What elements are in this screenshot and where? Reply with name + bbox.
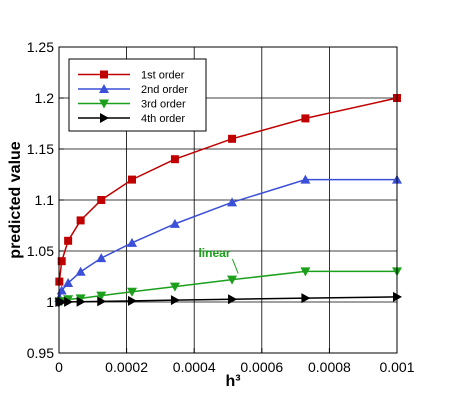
series-1-point-4 (96, 253, 107, 263)
x-tick-label-3: 0.0006 (240, 359, 283, 375)
annotation-label: linear (198, 246, 230, 260)
series-2-point-8 (300, 267, 311, 277)
series-0-point-8 (301, 114, 310, 123)
legend-marker-2 (99, 99, 109, 109)
x-tick-label-4: 0.0008 (308, 359, 351, 375)
series-1-point-2 (63, 278, 74, 288)
axis-ticks: 0 0.0002 0.0004 0.0006 0.0008 0.001 0.95 1 1.05 1… (27, 39, 415, 375)
series-line-0 (58, 97, 398, 282)
series-0-point-1 (57, 257, 66, 266)
series-1-point-8 (300, 174, 311, 184)
x-axis-label: h³ (225, 373, 240, 390)
y-tick-label-6: 1.25 (27, 39, 54, 55)
annotation-leader (232, 258, 239, 274)
series-3-point-8 (301, 293, 311, 304)
y-tick-label-2: 1.05 (27, 243, 54, 259)
legend-box (68, 58, 207, 132)
series-2-point-3 (75, 294, 86, 304)
series-2-point-7 (227, 275, 238, 285)
series-3 (55, 291, 402, 307)
legend-label-0: 1st order (141, 70, 185, 82)
series-1-point-6 (169, 218, 180, 228)
legend-marker-1 (99, 84, 109, 93)
series-3-point-5 (128, 295, 138, 306)
x-tick-label-0: 0 (55, 359, 63, 375)
x-tick-label-5: 0.001 (379, 359, 414, 375)
annotation-group: linear (198, 246, 239, 274)
series-0-point-6 (170, 155, 179, 164)
legend-marker-0 (100, 70, 108, 79)
y-tick-label-1: 1 (46, 294, 54, 310)
series-1-point-7 (227, 197, 238, 207)
series-2-point-5 (127, 287, 138, 297)
series-0-point-7 (228, 134, 237, 143)
series-0-point-4 (97, 196, 106, 204)
y-axis-label: predicted value (7, 141, 24, 258)
series-3-point-7 (228, 294, 238, 305)
series-3-point-2 (64, 296, 74, 307)
series-1-point-3 (75, 266, 86, 276)
legend-label-2: 3rd order (141, 99, 186, 111)
series-0-point-5 (128, 175, 137, 184)
y-tick-label-3: 1.1 (35, 192, 55, 208)
series-3-point-6 (170, 295, 180, 306)
y-tick-label-0: 0.95 (27, 345, 54, 361)
series-2-point-6 (169, 282, 180, 292)
x-tick-label-2: 0.0004 (173, 359, 216, 375)
legend: 1st order 2nd order 3rd order 4th order (68, 58, 207, 132)
x-tick-label-1: 0.0002 (105, 359, 148, 375)
y-tick-label-4: 1.15 (27, 141, 54, 157)
legend-label-3: 4th order (141, 113, 185, 125)
series-0-point-3 (76, 216, 85, 225)
legend-marker-3 (100, 113, 109, 123)
series-3-point-3 (76, 296, 86, 307)
series-1-point-5 (127, 237, 138, 247)
y-tick-label-5: 1.2 (35, 90, 55, 106)
series-0-point-2 (64, 236, 73, 245)
series-3-point-4 (97, 296, 107, 307)
legend-label-1: 2nd order (141, 84, 188, 96)
series-2-point-4 (96, 291, 107, 301)
